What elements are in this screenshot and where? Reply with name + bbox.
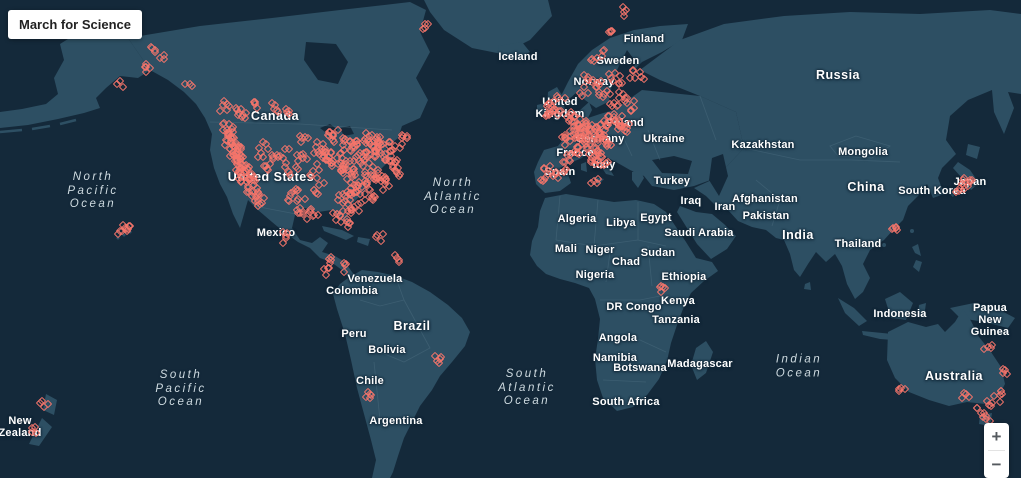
march-location-marker[interactable] (995, 397, 1005, 407)
map-title-chip: March for Science (8, 10, 142, 39)
march-location-marker[interactable] (320, 178, 329, 187)
zoom-control-divider (988, 450, 1005, 451)
march-location-marker[interactable] (258, 152, 268, 162)
march-location-marker[interactable] (334, 125, 343, 134)
march-location-marker[interactable] (252, 103, 261, 113)
march-location-marker[interactable] (286, 170, 295, 180)
march-location-marker[interactable] (964, 392, 974, 402)
march-location-marker[interactable] (618, 78, 627, 87)
march-location-marker[interactable] (294, 164, 303, 174)
march-location-marker[interactable] (560, 93, 569, 102)
zoom-in-button[interactable]: + (991, 426, 1002, 446)
zoom-control: + − (984, 423, 1009, 478)
march-location-marker[interactable] (560, 141, 569, 150)
march-location-marker[interactable] (300, 194, 310, 204)
zoom-out-button[interactable]: − (991, 454, 1002, 474)
